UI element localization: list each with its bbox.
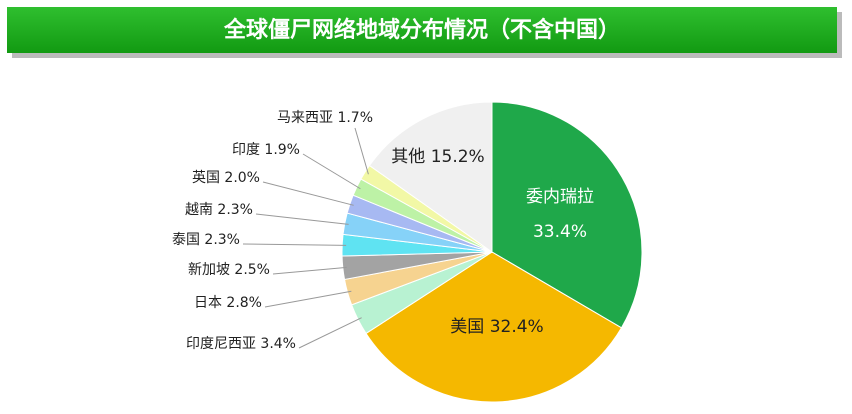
leader-line [242, 243, 347, 246]
slice-name: 委内瑞拉 [526, 187, 594, 207]
slice-value: 32.4% [490, 317, 544, 337]
slice-label: 马来西亚 1.7% [277, 110, 373, 126]
slice-label: 英国 2.0% [192, 169, 260, 186]
slice-value: 1.7% [337, 110, 373, 126]
slice-name: 泰国 [172, 232, 200, 248]
slice-value: 2.8% [226, 295, 262, 311]
leader-line [302, 153, 361, 190]
slice-label: 委内瑞拉 33.4% [526, 187, 594, 242]
slice-label: 印度尼西亚 3.4% [186, 336, 296, 352]
slice-label: 印度 1.9% [232, 142, 300, 158]
slice-name: 印度尼西亚 [186, 336, 256, 352]
slice-name: 马来西亚 [277, 110, 333, 126]
leader-line [262, 181, 354, 206]
slice-label: 日本 2.8% [194, 295, 262, 311]
slice-value: 33.4% [533, 222, 587, 242]
slice-label: 其他 15.2% [391, 147, 484, 167]
slice-value: 1.9% [264, 142, 300, 158]
slice-value: 15.2% [431, 147, 485, 167]
slice-name: 其他 [391, 147, 425, 167]
leader-line [255, 213, 349, 225]
leader-line [264, 290, 352, 308]
banner [7, 7, 837, 53]
leader-line [354, 127, 369, 175]
chart-title: 全球僵尸网络地域分布情况（不含中国） [223, 17, 620, 43]
slice-label: 新加坡 2.5% [188, 262, 270, 278]
slice-value: 2.3% [204, 232, 240, 248]
slice-name: 日本 [194, 295, 222, 311]
slice-name: 越南 [185, 202, 213, 218]
pie-slice [365, 251, 623, 403]
slice-label: 泰国 2.3% [172, 232, 240, 248]
slice-label: 美国 32.4% [450, 317, 543, 337]
slice-value: 2.5% [234, 262, 270, 278]
slice-value: 2.0% [224, 170, 260, 186]
leader-line [272, 266, 347, 275]
pie-slice [491, 101, 643, 329]
slice-name: 英国 [192, 169, 220, 186]
slice-name: 美国 [450, 317, 484, 337]
slice-name: 印度 [232, 142, 260, 158]
slice-value: 3.4% [260, 336, 296, 352]
slice-name: 新加坡 [188, 262, 230, 278]
pie-slice [368, 101, 493, 253]
slice-label: 越南 2.3% [185, 202, 253, 218]
leader-line [298, 317, 362, 349]
slice-value: 2.3% [217, 202, 253, 218]
